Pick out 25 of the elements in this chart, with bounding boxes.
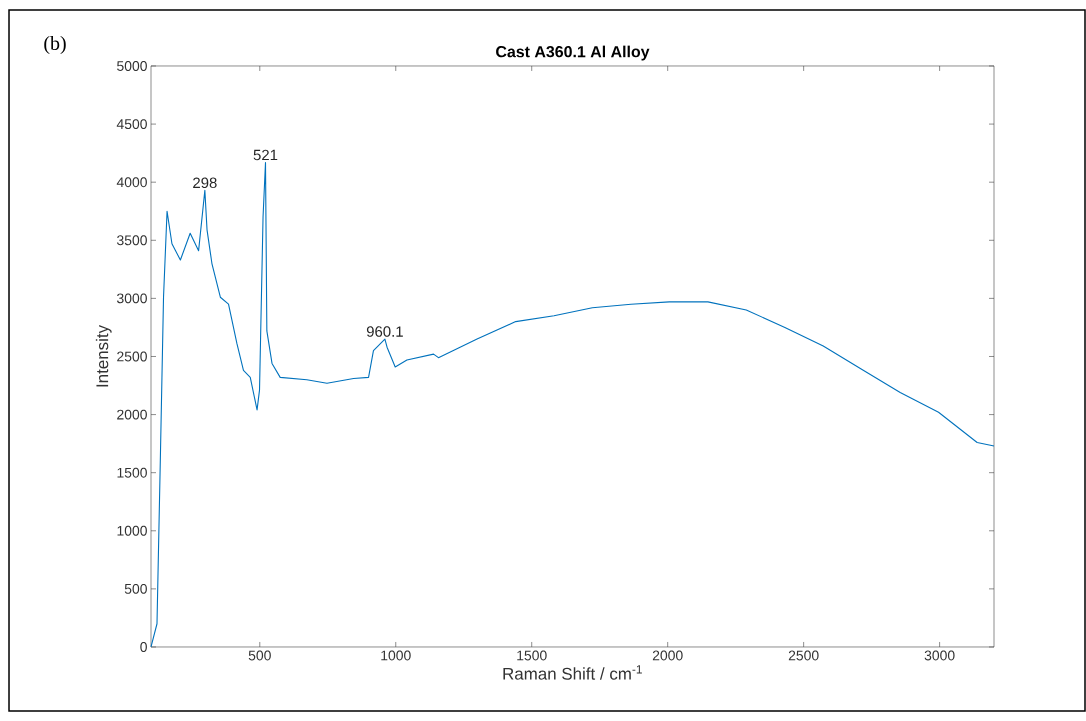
y-tick-label: 3500 bbox=[116, 235, 147, 246]
annotation: 298 bbox=[193, 177, 217, 189]
x-tick-label: 2000 bbox=[652, 650, 683, 661]
y-tick-label: 500 bbox=[124, 583, 147, 594]
y-tick-label: 5000 bbox=[117, 61, 147, 71]
y-tick-label: 3000 bbox=[116, 293, 147, 304]
text: (b) bbox=[44, 35, 66, 55]
y-tick-label: 4500 bbox=[116, 119, 147, 130]
x-tick-label: 1000 bbox=[381, 650, 411, 661]
annotation: 960.1 bbox=[366, 326, 403, 337]
x-tick-label: 3000 bbox=[924, 650, 955, 661]
y-axis-title: Intensity bbox=[95, 324, 112, 387]
y-tick-label: 2000 bbox=[117, 409, 147, 420]
y-tick-label: 4000 bbox=[116, 177, 147, 188]
annotation: 521 bbox=[253, 149, 278, 161]
x-axis-title: Raman Shift / cm$^{-1}$ bbox=[503, 665, 642, 680]
y-tick-label: 1500 bbox=[117, 467, 147, 478]
y-tick-label: 1000 bbox=[117, 525, 147, 536]
y-tick-label: 2500 bbox=[117, 351, 147, 362]
chart-title: Cast A360.1 Al Alloy bbox=[496, 45, 650, 61]
x-tick-label: 500 bbox=[248, 650, 271, 661]
y-tick-label: 0 bbox=[140, 642, 147, 652]
x-tick-label: 2500 bbox=[788, 650, 819, 661]
x-tick-label: 1500 bbox=[517, 650, 547, 661]
line-series bbox=[150, 161, 995, 648]
